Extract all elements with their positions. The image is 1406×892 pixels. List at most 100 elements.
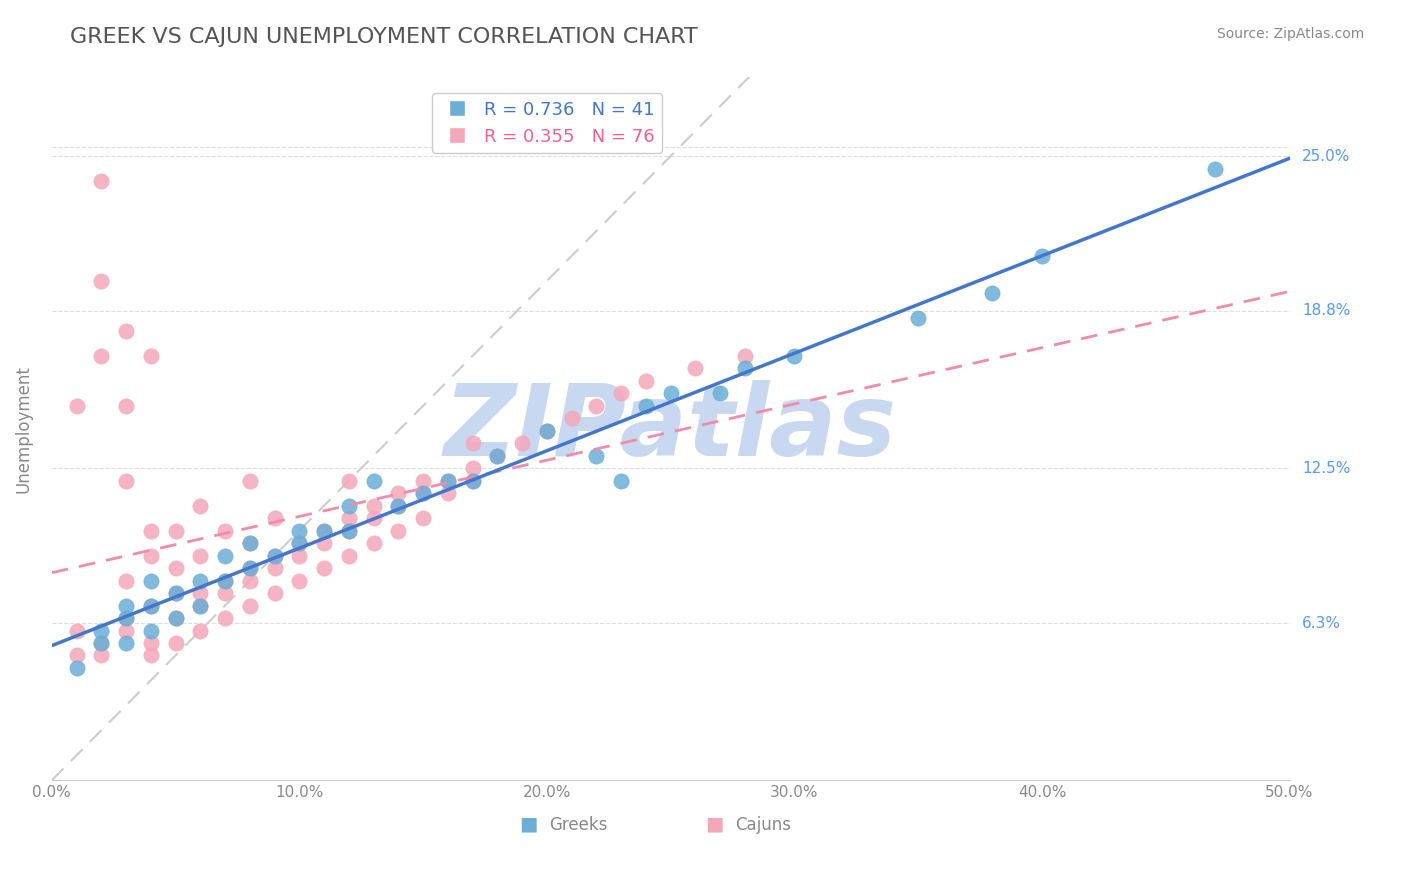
Point [90,349,112,363]
Text: Source: ZipAtlas.com: Source: ZipAtlas.com [1216,27,1364,41]
Point [585,449,607,463]
Point [115,599,138,613]
Point [214,574,236,588]
Point [387,524,409,538]
Point [239,536,262,550]
Text: 25.0%: 25.0% [1302,149,1350,163]
Point [363,536,385,550]
Point [115,636,138,650]
Point [239,561,262,575]
Point [337,524,360,538]
Point [115,399,138,413]
Point [115,611,138,625]
Point [165,561,187,575]
Point [461,461,484,475]
Point [139,574,162,588]
Point [312,536,335,550]
Text: Greeks: Greeks [548,815,607,833]
Point [337,549,360,563]
Point [90,648,112,663]
Text: 18.8%: 18.8% [1302,303,1350,318]
Point [65,661,87,675]
Point [188,499,211,513]
Point [437,474,460,488]
Point [65,399,87,413]
Point [461,474,484,488]
Point [412,474,434,488]
Point [536,424,558,438]
Point [288,536,311,550]
Point [337,524,360,538]
Point [239,561,262,575]
Point [981,286,1004,301]
Text: ■: ■ [519,814,537,833]
Point [1031,249,1053,263]
Point [165,611,187,625]
Point [165,524,187,538]
Point [239,599,262,613]
Point [263,549,285,563]
Point [363,499,385,513]
Point [387,499,409,513]
Point [263,511,285,525]
Point [239,574,262,588]
Point [165,611,187,625]
Point [188,586,211,600]
Point [139,349,162,363]
Y-axis label: Unemployment: Unemployment [15,365,32,492]
Point [585,399,607,413]
Legend: R = 0.736   N = 41, R = 0.355   N = 76: R = 0.736 N = 41, R = 0.355 N = 76 [432,94,662,153]
Point [188,599,211,613]
Point [634,374,657,388]
Point [239,474,262,488]
Point [610,474,633,488]
Point [115,324,138,338]
Point [139,648,162,663]
Point [461,474,484,488]
Point [239,536,262,550]
Text: 12.5%: 12.5% [1302,460,1350,475]
Point [90,274,112,288]
Point [1204,161,1226,176]
Point [115,611,138,625]
Point [412,486,434,500]
Point [288,524,311,538]
Point [363,511,385,525]
Point [139,524,162,538]
Point [412,511,434,525]
Point [90,624,112,638]
Point [214,574,236,588]
Point [263,561,285,575]
Point [90,636,112,650]
Point [337,511,360,525]
Point [461,436,484,450]
Point [734,361,756,376]
Text: Cajuns: Cajuns [735,815,792,833]
Point [437,474,460,488]
Point [288,574,311,588]
Point [783,349,806,363]
Point [165,636,187,650]
Point [139,599,162,613]
Point [634,399,657,413]
Point [685,361,707,376]
Point [165,586,187,600]
Point [214,524,236,538]
Point [709,386,731,401]
Point [486,449,509,463]
Point [337,499,360,513]
Point [188,574,211,588]
Point [312,524,335,538]
Point [115,624,138,638]
Point [363,474,385,488]
Text: ■: ■ [704,814,723,833]
Point [90,174,112,188]
Text: GREEK VS CAJUN UNEMPLOYMENT CORRELATION CHART: GREEK VS CAJUN UNEMPLOYMENT CORRELATION … [70,27,697,46]
Text: 6.3%: 6.3% [1302,615,1341,631]
Point [139,549,162,563]
Point [510,436,533,450]
Point [115,574,138,588]
Point [312,524,335,538]
Point [65,624,87,638]
Point [387,486,409,500]
